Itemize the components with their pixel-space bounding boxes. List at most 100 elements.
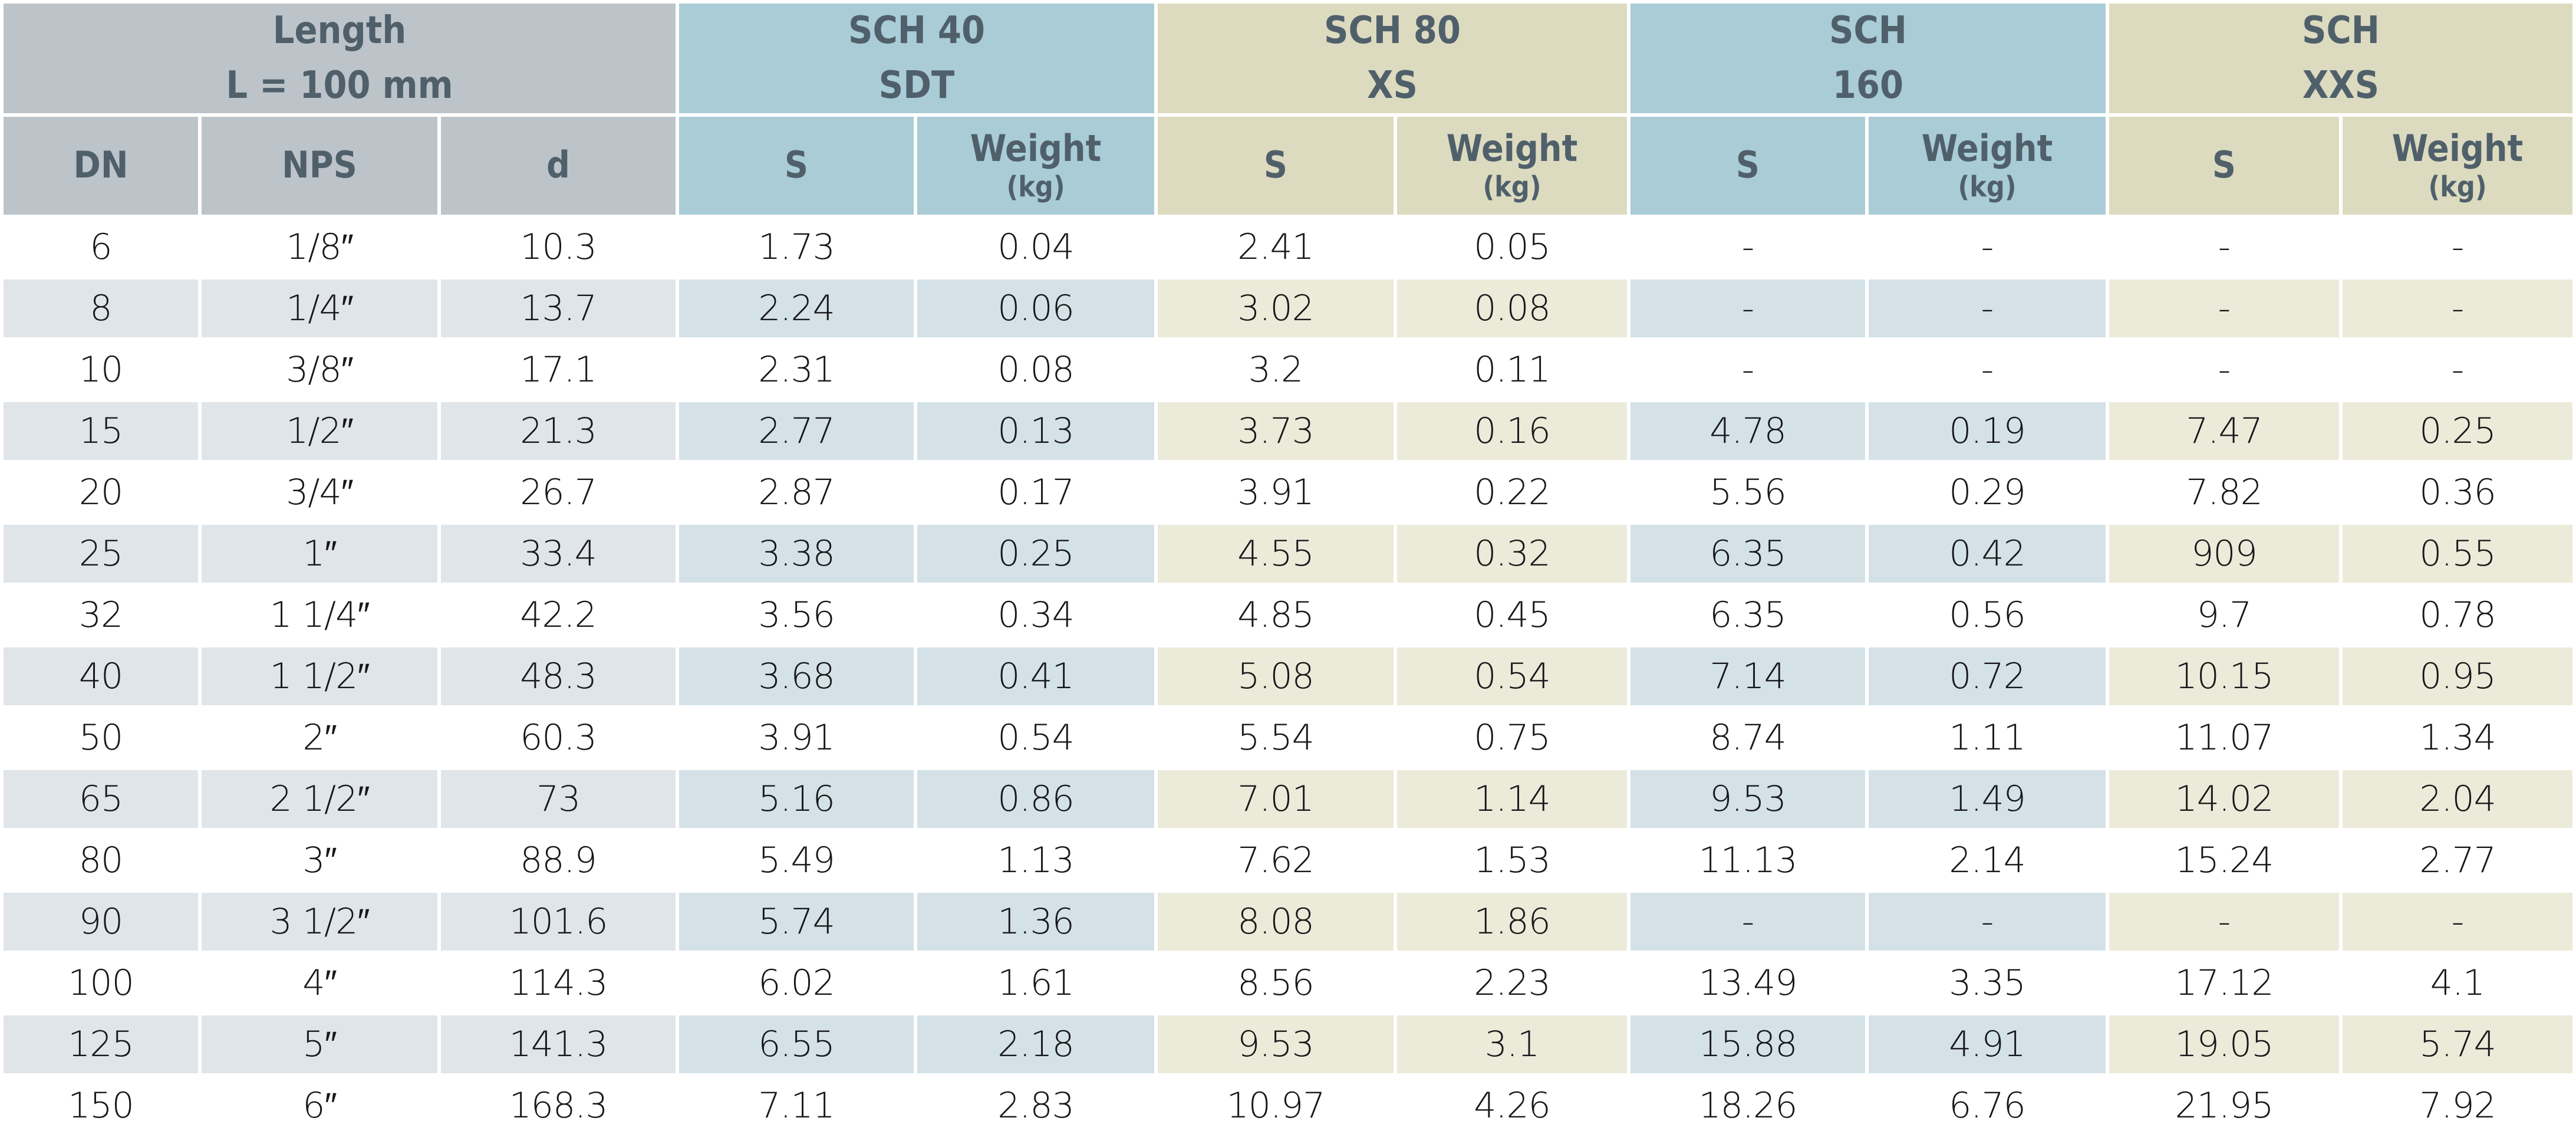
table-cell: 3/8″ [202,340,437,399]
table-cell: 5.08 [1158,647,1394,705]
group-header-length: Length L = 100 mm [4,4,676,113]
table-cell: 4.55 [1158,524,1394,583]
table-cell: 8.56 [1158,954,1394,1012]
table-cell: 0.86 [917,770,1154,828]
table-body: 6 1/8″ 10.3 1.73 0.04 2.41 0.05- - - -8 1/4″ 13.7 2.… [4,218,2572,1135]
table-cell: 6″ [202,1076,437,1135]
table-cell: 909 [2109,524,2339,583]
table-cell: 0.05 [1397,218,1627,276]
table-cell: 2.24 [679,279,914,337]
table-cell: 1.73 [679,218,914,276]
table-cell: 73 [441,770,676,828]
table-cell: 2.87 [679,463,914,521]
table-cell: 6.35 [1630,586,1865,644]
table-cell: 8 [4,279,198,337]
table-row: 8 1/4″ 13.7 2.24 0.06 3.02 0.08- - - - [4,279,2572,337]
table-cell: 90 [4,892,198,951]
table-cell: 150 [4,1076,198,1135]
table-row: 100 4″ 114.3 6.02 1.61 8.56 2.23 13.49 3.35 17.12… [4,954,2572,1012]
table-cell: 6.35 [1630,524,1865,583]
col-header-s-sch40: S [679,116,914,215]
table-cell: 0.75 [1397,708,1627,767]
group-header-line2: XS [1367,63,1418,107]
table-cell: 50 [4,708,198,767]
table-cell: 60.3 [441,708,676,767]
table-cell: 1.11 [1869,708,2106,767]
col-header-dn: DN [4,116,198,215]
weight-label: Weight [2391,126,2524,170]
table-cell: - [1869,340,2106,399]
table-cell: 2 1/2″ [202,770,437,828]
table-cell: - [2343,892,2572,951]
table-cell: 4.26 [1397,1076,1627,1135]
table-cell: 1.86 [1397,892,1627,951]
group-header-row: Length L = 100 mm SCH 40 SDT SCH 80 XS S… [4,4,2572,113]
table-cell: 17.1 [441,340,676,399]
table-cell: 1.14 [1397,770,1627,828]
table-cell: 0.17 [917,463,1154,521]
table-cell: 1.34 [2343,708,2572,767]
table-cell: 9.53 [1158,1015,1394,1073]
table-cell: 2″ [202,708,437,767]
col-header-d: d [441,116,676,215]
table-cell: 17.12 [2109,954,2339,1012]
table-cell: 0.29 [1869,463,2106,521]
table-cell: 15.24 [2109,831,2339,889]
table-cell: 6.55 [679,1015,914,1073]
table-cell: 3/4″ [202,463,437,521]
table-cell: 1/4″ [202,279,437,337]
table-row: 20 3/4″ 26.7 2.87 0.17 3.91 0.22 5.56 0.29 7.82 0.… [4,463,2572,521]
group-header-line2: XXS [2302,63,2380,107]
table-cell: - [1630,218,1865,276]
table-cell: 0.42 [1869,524,2106,583]
table-cell: 14.02 [2109,770,2339,828]
table-cell: 88.9 [441,831,676,889]
table-cell: 1″ [202,524,437,583]
group-header-line1: SCH [2302,9,2380,52]
table-cell: - [1869,279,2106,337]
table-cell: 0.56 [1869,586,2106,644]
table-cell: 3″ [202,831,437,889]
table-cell: - [2343,218,2572,276]
table-cell: 4.78 [1630,402,1865,460]
table-cell: 7.47 [2109,402,2339,460]
col-header-weight-sch40: Weight (kg) [917,116,1154,215]
table-row: 50 2″ 60.3 3.91 0.54 5.54 0.75 8.74 1.11 11.07 1.3… [4,708,2572,767]
table-cell: 7.62 [1158,831,1394,889]
table-cell: 1.61 [917,954,1154,1012]
table-cell: 0.55 [2343,524,2572,583]
table-cell: 21.3 [441,402,676,460]
table-cell: 4.91 [1869,1015,2106,1073]
weight-unit: (kg) [1958,170,2017,203]
group-header-line2: SDT [878,63,955,107]
table-cell: 10 [4,340,198,399]
table-cell: 0.25 [2343,402,2572,460]
table-cell: 48.3 [441,647,676,705]
table-cell: 5.56 [1630,463,1865,521]
table-cell: 3 1/2″ [202,892,437,951]
group-header-sch160: SCH 160 [1630,4,2106,113]
table-cell: - [2109,340,2339,399]
table-cell: 4.85 [1158,586,1394,644]
table-cell: 168.3 [441,1076,676,1135]
table-cell: 33.4 [441,524,676,583]
table-cell: 25 [4,524,198,583]
table-cell: 114.3 [441,954,676,1012]
group-header-line2: 160 [1832,63,1904,107]
table-cell: 6 [4,218,198,276]
table-cell: 5.49 [679,831,914,889]
table-cell: 100 [4,954,198,1012]
table-cell: 3.38 [679,524,914,583]
table-row: 125 5″ 141.3 6.55 2.18 9.53 3.1 15.88 4.91 19.05 5… [4,1015,2572,1073]
table-cell: 1.13 [917,831,1154,889]
table-cell: 42.2 [441,586,676,644]
group-header-line2: L = 100 mm [226,63,453,107]
table-cell: 0.13 [917,402,1154,460]
table-row: 10 3/8″ 17.1 2.31 0.08 3.2 0.11- - - - [4,340,2572,399]
table-cell: 6.76 [1869,1076,2106,1135]
col-header-s-schxxs: S [2109,116,2339,215]
table-cell: 7.11 [679,1076,914,1135]
table-cell: 1.49 [1869,770,2106,828]
table-cell: - [2109,279,2339,337]
